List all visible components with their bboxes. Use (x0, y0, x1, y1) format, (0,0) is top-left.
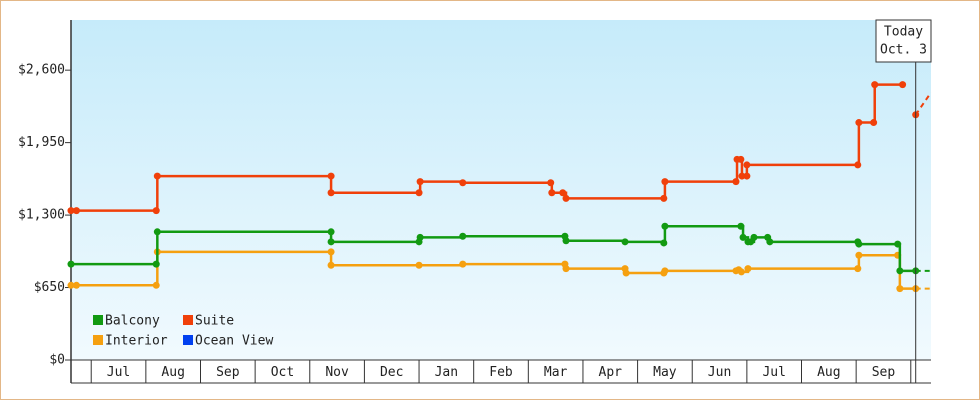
x-tick-label: Mar (544, 365, 568, 380)
point (416, 233, 424, 241)
point (548, 189, 556, 197)
point (67, 207, 75, 215)
point (327, 172, 335, 180)
point (871, 81, 879, 89)
point (327, 261, 335, 269)
point (153, 228, 161, 236)
point (739, 233, 747, 241)
y-tick-label: $2,600 (18, 63, 65, 78)
point (562, 237, 570, 245)
point (559, 189, 567, 197)
point (661, 222, 669, 230)
legend-label: Balcony (105, 314, 160, 329)
point (67, 260, 75, 268)
y-tick-label: $0 (49, 353, 65, 368)
point (855, 240, 863, 248)
x-tick-label: Jan (435, 365, 458, 380)
legend-swatch (183, 315, 193, 325)
x-tick-label: Feb (489, 365, 513, 380)
point (562, 194, 570, 202)
y-tick-label: $1,950 (18, 135, 65, 150)
point (622, 269, 630, 277)
point (854, 161, 862, 169)
point (738, 172, 746, 180)
point (737, 268, 745, 276)
point (870, 119, 878, 127)
point (152, 281, 160, 289)
point (855, 119, 863, 127)
point (660, 239, 668, 247)
point (72, 281, 80, 289)
point (459, 232, 467, 240)
x-tick-label: Sep (216, 365, 240, 380)
today-label: Today (884, 25, 923, 40)
x-tick-label: Jun (708, 365, 731, 380)
x-tick-label: Jul (762, 365, 785, 380)
point (750, 233, 758, 241)
y-tick-label: $1,300 (18, 208, 65, 223)
today-box (875, 19, 932, 63)
x-tick-label: Apr (599, 365, 623, 380)
point (854, 265, 862, 273)
point (327, 228, 335, 236)
x-tick-label: Dec (380, 365, 403, 380)
today-date: Oct. 3 (880, 43, 927, 58)
point (661, 267, 669, 275)
legend-swatch (93, 335, 103, 345)
legend-label: Interior (105, 334, 168, 349)
plot-area (71, 20, 931, 360)
point (660, 194, 668, 202)
point (459, 179, 467, 187)
x-tick-label: Nov (325, 365, 349, 380)
x-tick-label: Aug (161, 365, 184, 380)
point (547, 179, 555, 187)
point (732, 178, 740, 186)
legend-label: Ocean View (195, 334, 273, 349)
point (621, 238, 629, 246)
point (744, 265, 752, 273)
point (67, 281, 75, 289)
point (153, 172, 161, 180)
point (766, 238, 774, 246)
legend-swatch (93, 315, 103, 325)
point (152, 207, 160, 215)
layer: $0 $650 $1,300 $1,950 $2,600 Jul Aug Sep Oct Nov D… (18, 19, 932, 384)
x-tick-label: Aug (817, 365, 840, 380)
point (72, 207, 80, 215)
point (327, 248, 335, 256)
point (899, 81, 907, 89)
point (459, 260, 467, 268)
point (327, 189, 335, 197)
point (896, 267, 904, 275)
x-tick-label: Jul (107, 365, 130, 380)
legend-label: Suite (195, 314, 234, 329)
point (737, 222, 745, 230)
point (415, 261, 423, 269)
point (896, 285, 904, 293)
point (327, 238, 335, 246)
x-tick-label: Oct (271, 365, 294, 380)
point (416, 178, 424, 186)
point (737, 155, 745, 163)
point (152, 260, 160, 268)
legend-swatch (183, 335, 193, 345)
point (661, 178, 669, 186)
point (562, 265, 570, 273)
forecast-line (914, 91, 932, 116)
point (415, 189, 423, 197)
point (743, 161, 751, 169)
point (743, 172, 751, 180)
x-tick-label: Sep (872, 365, 896, 380)
point (855, 251, 863, 259)
point (894, 240, 902, 248)
x-tick-label: May (653, 365, 677, 380)
y-tick-label: $650 (34, 280, 65, 295)
